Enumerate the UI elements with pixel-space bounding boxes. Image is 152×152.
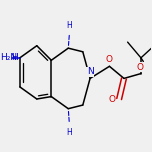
Text: H₂N: H₂N [0, 53, 18, 62]
Text: O: O [106, 55, 113, 64]
Text: H: H [67, 128, 72, 137]
Text: O: O [109, 95, 116, 104]
Text: N: N [87, 67, 93, 76]
Text: H: H [67, 21, 72, 30]
Text: H: H [11, 53, 18, 62]
Text: O: O [136, 63, 143, 72]
